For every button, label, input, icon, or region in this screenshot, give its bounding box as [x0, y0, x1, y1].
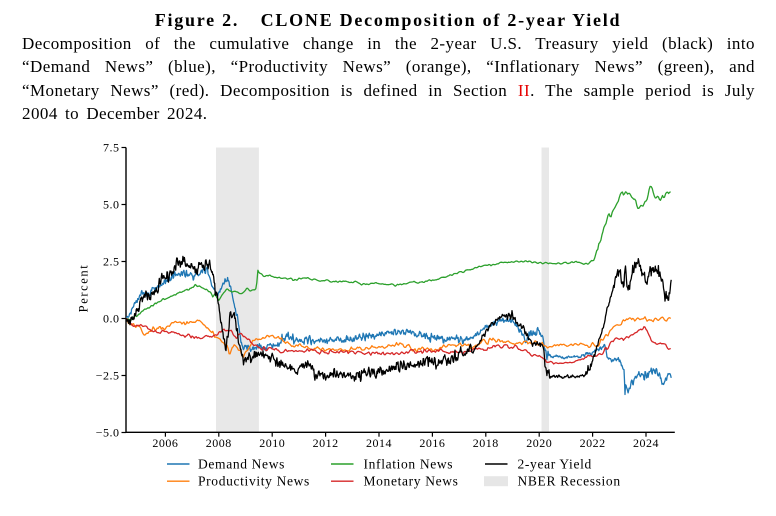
svg-text:2020: 2020: [526, 436, 552, 450]
svg-text:Demand News: Demand News: [198, 456, 285, 471]
svg-text:2006: 2006: [152, 436, 178, 450]
svg-text:0.0: 0.0: [103, 311, 120, 325]
svg-text:7.5: 7.5: [103, 140, 120, 154]
svg-text:−2.5: −2.5: [96, 368, 120, 382]
svg-text:2016: 2016: [419, 436, 445, 450]
svg-text:2-year Yield: 2-year Yield: [518, 456, 592, 471]
svg-text:2012: 2012: [313, 436, 339, 450]
svg-text:2024: 2024: [633, 436, 659, 450]
svg-text:2022: 2022: [580, 436, 606, 450]
svg-text:2008: 2008: [206, 436, 232, 450]
svg-text:NBER Recession: NBER Recession: [518, 474, 621, 489]
svg-text:2.5: 2.5: [103, 254, 120, 268]
svg-text:Percent: Percent: [77, 264, 91, 313]
svg-text:2014: 2014: [366, 436, 392, 450]
svg-text:2010: 2010: [259, 436, 285, 450]
svg-text:5.0: 5.0: [103, 197, 120, 211]
svg-text:Monetary News: Monetary News: [364, 474, 459, 489]
svg-text:2018: 2018: [473, 436, 499, 450]
svg-text:−5.0: −5.0: [96, 425, 120, 439]
svg-text:Productivity News: Productivity News: [198, 474, 310, 489]
svg-text:Inflation News: Inflation News: [364, 456, 454, 471]
